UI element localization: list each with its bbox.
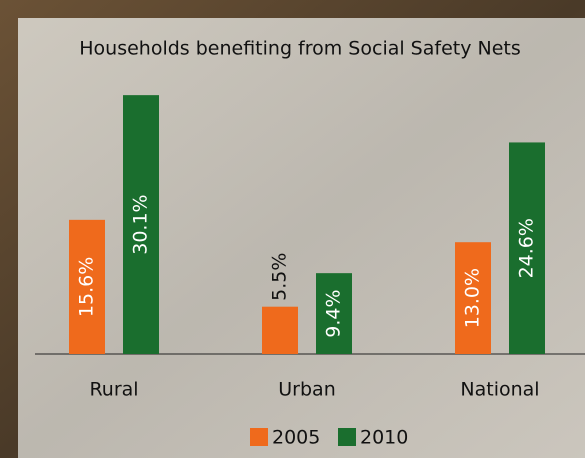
bar <box>123 95 159 354</box>
bar <box>509 142 545 354</box>
x-tick-label: Urban <box>278 379 335 401</box>
value-label: 13.0% <box>462 268 484 328</box>
x-tick-label: National <box>460 379 539 401</box>
chart-title: Households benefiting from Social Safety… <box>79 38 521 60</box>
legend-label: 2005 <box>272 427 320 449</box>
panel <box>18 18 585 458</box>
value-label: 15.6% <box>76 257 98 317</box>
bar <box>316 273 352 354</box>
bar <box>69 219 105 354</box>
legend-label: 2010 <box>360 427 408 449</box>
value-label: 5.5% <box>269 253 291 301</box>
value-label: 9.4% <box>323 289 345 337</box>
value-label: 24.6% <box>516 218 538 278</box>
legend-swatch <box>338 428 356 446</box>
bar <box>455 242 491 354</box>
value-label: 30.1% <box>130 194 152 254</box>
bar <box>262 306 298 354</box>
x-tick-label: Rural <box>89 379 138 401</box>
legend-swatch <box>250 428 268 446</box>
